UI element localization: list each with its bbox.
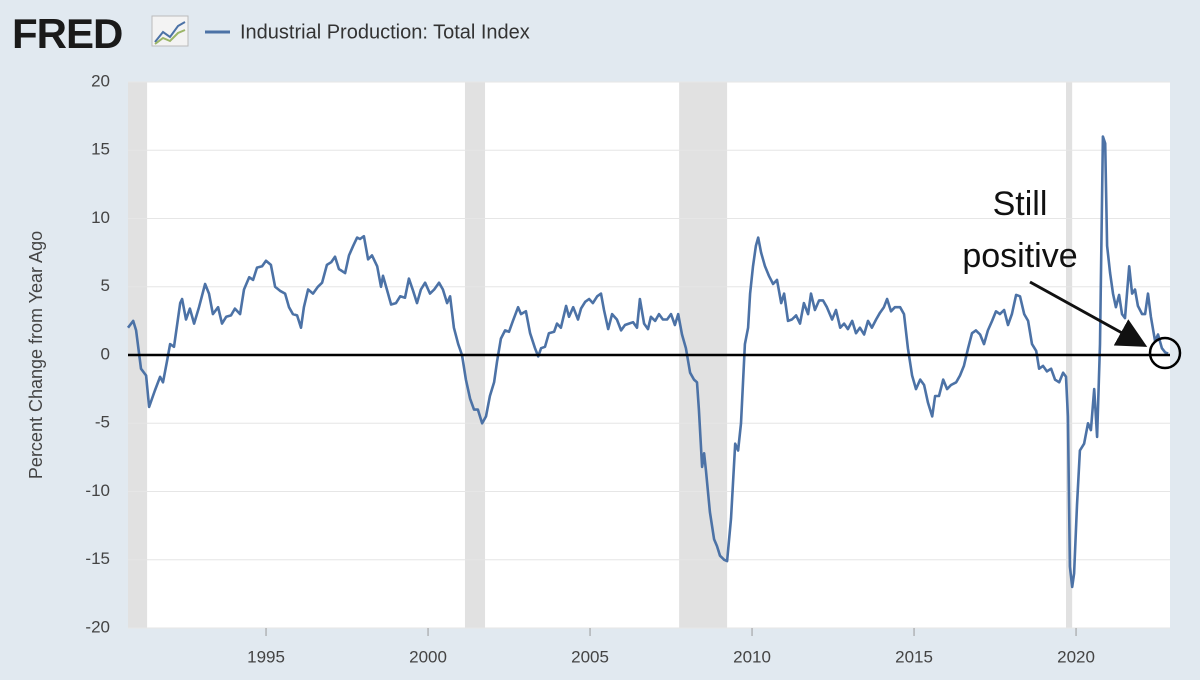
legend-label: Industrial Production: Total Index [240,21,530,43]
x-tick-label: 1995 [247,647,285,666]
annotation-text: Still [993,185,1048,223]
y-tick-label: 15 [91,140,110,159]
x-tick-label: 2005 [571,647,609,666]
y-tick-label: -20 [85,617,110,636]
y-tick-label: 5 [101,276,110,295]
annotation-text: positive [962,237,1077,275]
annotation-circle [1148,336,1182,370]
y-tick-label: 20 [91,71,110,90]
series-line [126,135,1169,589]
y-tick-label: 10 [91,208,110,227]
y-tick-label: 0 [101,344,110,363]
x-tick-label: 2015 [895,647,933,666]
y-tick-label: -5 [95,413,110,432]
y-tick-label: -15 [85,549,110,568]
annotation-arrow [1029,280,1148,347]
logo-icon-line [154,21,186,43]
x-tick-label: 2010 [733,647,771,666]
logo-icon [151,15,189,47]
y-axis-label: Percent Change from Year Ago [26,231,46,479]
logo: FRED [12,10,122,57]
logo-icon-line [154,29,186,45]
x-tick-label: 2020 [1057,647,1095,666]
y-tick-label: -10 [85,481,110,500]
x-tick-label: 2000 [409,647,447,666]
